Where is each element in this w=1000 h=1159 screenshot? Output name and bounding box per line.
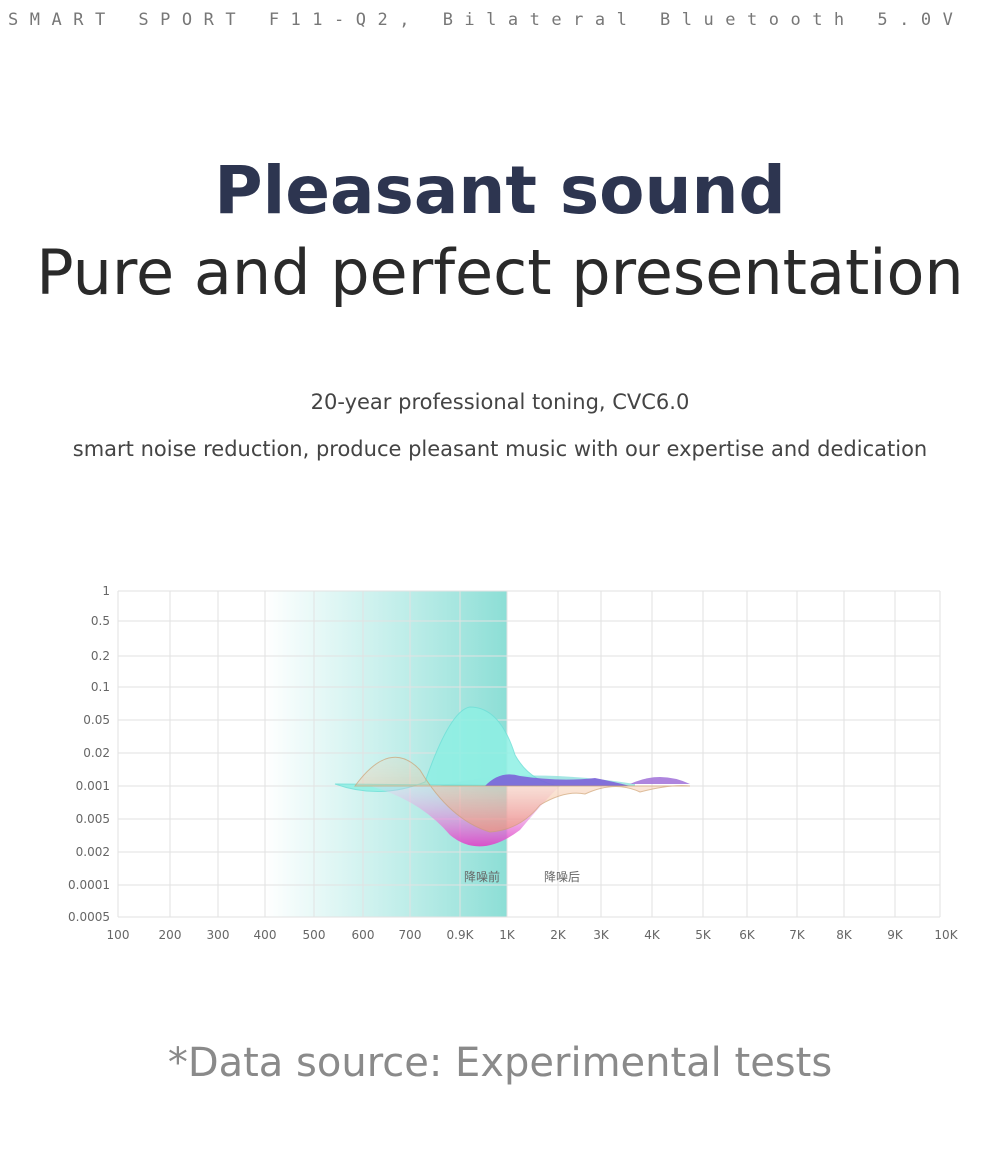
x-tick-label: 2K xyxy=(550,928,567,942)
x-tick-label: 600 xyxy=(352,928,375,942)
description-line: smart noise reduction, produce pleasant … xyxy=(72,437,928,461)
y-tick-label: 0.5 xyxy=(91,614,110,628)
x-tick-label: 10K xyxy=(934,928,958,942)
y-tick-label: 0.0001 xyxy=(68,878,110,892)
x-tick-label: 100 xyxy=(107,928,130,942)
annotation: 降噪后 xyxy=(544,870,580,884)
y-tick-label: 1 xyxy=(102,584,110,598)
x-tick-label: 700 xyxy=(399,928,422,942)
x-tick-label: 7K xyxy=(789,928,806,942)
y-tick-label: 0.002 xyxy=(76,845,110,859)
description-line: 20-year professional toning, CVC6.0 xyxy=(310,390,690,414)
x-tick-label: 0.9K xyxy=(447,928,475,942)
x-tick-label: 8K xyxy=(836,928,853,942)
tagline: SMART SPORT F11-Q2, Bilateral Bluetooth … xyxy=(8,10,965,30)
y-tick-label: 0.0005 xyxy=(68,910,110,924)
y-tick-label: 0.1 xyxy=(91,680,110,694)
x-tick-label: 3K xyxy=(593,928,610,942)
footnote: *Data source: Experimental tests xyxy=(167,1040,833,1086)
figure: 降噪前 降噪后 1 0.5 0.2 0.1 0.05 0.02 0.001 0.005 0.00… xyxy=(68,584,959,942)
y-tick-label: 0.001 xyxy=(76,779,110,793)
x-tick-label: 5K xyxy=(695,928,712,942)
x-tick-label: 400 xyxy=(254,928,277,942)
curve xyxy=(485,774,630,786)
x-tick-label: 9K xyxy=(887,928,904,942)
annotation: 降噪前 xyxy=(464,869,500,884)
x-tick-label: 500 xyxy=(303,928,326,942)
x-tick-label: 4K xyxy=(644,928,661,942)
x-tick-label: 300 xyxy=(207,928,230,942)
curve xyxy=(354,756,691,833)
x-tick-label: 6K xyxy=(739,928,756,942)
y-tick-label: 0.05 xyxy=(83,713,110,727)
subtitle: Pure and perfect presentation xyxy=(36,236,964,309)
y-tick-label: 0.2 xyxy=(91,649,110,663)
curve xyxy=(630,777,690,784)
x-tick-label: 1K xyxy=(499,928,516,942)
y-tick-label: 0.02 xyxy=(83,746,110,760)
x-tick-label: 200 xyxy=(159,928,182,942)
y-tick-label: 0.005 xyxy=(76,812,110,826)
title: Pleasant sound xyxy=(214,152,786,229)
